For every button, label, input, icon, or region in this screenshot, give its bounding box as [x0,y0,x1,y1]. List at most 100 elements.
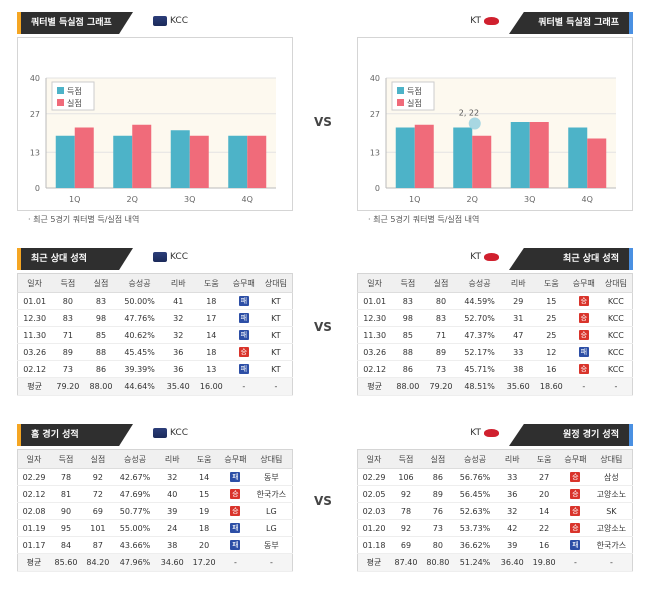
bar [568,127,588,188]
column-header: 일자 [17,449,51,469]
bar [395,127,415,188]
y-tick-label: 13 [370,148,380,157]
table-row: 03.26 89 88 45.45% 36 18 승 KT [17,343,293,361]
legend-label: 득점 [67,86,82,96]
y-tick-label: 40 [370,74,380,83]
average-row: 평균 85.60 84.20 47.96% 34.60 17.20- - [17,553,293,572]
chart-note: · 최근 5경기 쿼터별 득/실점 내역 [368,215,480,224]
table-cell: 02.05 [357,485,391,503]
section-header: 쿼터별 득실점 그래프 KCC [17,12,293,34]
y-tick-label: 13 [30,148,40,157]
bar [74,127,94,188]
table-cell: 45.45% [117,343,162,361]
panel-chart-kcc: 쿼터별 득실점 그래프 KCC 0 13 27 40 1Q 2Q 3Q 4Q 득점 실점 · 최근… [17,12,293,224]
section-title: 원정 경기 성적 [509,424,633,446]
vs-label: VS [314,494,332,508]
table-cell: 80 [421,536,454,554]
table-cell: 18 [194,292,228,310]
table-row: 01.20 92 73 53.73% 42 22 승 고양소노 [357,519,633,537]
average-row: 평균 88.00 79.20 48.51% 35.60 18.60- - [357,377,633,396]
table-cell: 51.24% [453,553,497,572]
table-cell: 45.71% [457,360,502,378]
table-cell: 98 [84,309,118,327]
table-cell: 32 [161,326,195,344]
table-row: 02.03 78 76 52.63% 32 14 승 SK [357,502,633,520]
table-cell: 17 [194,309,228,327]
table-cell: 71 [424,326,458,344]
table-cell: 47.37% [457,326,502,344]
column-header: 승무패 [220,449,251,469]
table-header-row: 일자 득점 실점 승성공 리바 도움 승무패 상대팀 [357,449,633,469]
table-cell: 78 [50,468,82,486]
table-cell: 한국가스 [590,536,633,554]
table-cell: - [220,553,251,572]
team-name: KCC [170,252,188,262]
section-header: KT 원정 경기 성적 [357,424,633,446]
table-cell: 89 [421,485,454,503]
table-cell: 92 [390,519,422,537]
column-header: 실점 [84,273,118,293]
table-cell: 40 [156,485,189,503]
bar [453,127,473,188]
result-cell: 패 [220,536,251,554]
table-cell: 32 [496,502,529,520]
table-cell: 20 [528,485,561,503]
column-header: 득점 [391,273,425,293]
table-cell: 19 [188,502,221,520]
result-badge: 승 [570,523,581,533]
result-cell: 승 [220,485,251,503]
result-badge: 패 [230,540,241,550]
bar [472,135,492,188]
column-header: 승무패 [227,273,260,293]
column-header: 승성공 [457,273,502,293]
table-cell: 86 [421,468,454,486]
column-header: 실점 [81,449,114,469]
column-header: 득점 [50,449,82,469]
table-cell: 22 [528,519,561,537]
table-cell: 69 [390,536,422,554]
table-cell: 20 [188,536,221,554]
table-cell: SK [590,502,633,520]
table-cell: KT [259,360,293,378]
table-cell: 01.17 [17,536,51,554]
table-cell: 12 [534,343,568,361]
result-cell: 승 [567,360,600,378]
result-cell: 패 [227,309,260,327]
chart-container: 0 13 27 40 1Q 2Q 3Q 4Q 득점 실점 · 최근 5경기 쿼터별 득/실점 내역 [17,37,293,224]
x-tick-label: 4Q [582,195,593,204]
table-cell: 44.64% [117,377,162,396]
table-cell: KCC [599,343,633,361]
table-cell: 25 [534,326,568,344]
table-cell: 39 [496,536,529,554]
table-cell: 85 [84,326,118,344]
table-cell: 47.69% [113,485,157,503]
table-cell: 89 [51,343,85,361]
kt-logo-icon [484,429,499,437]
table-cell: 40.62% [117,326,162,344]
table-cell: 35.40 [161,377,195,396]
table-row: 02.29 106 86 56.76% 33 27 승 삼성 [357,468,633,486]
table-cell: 83 [424,309,458,327]
column-header: 득점 [390,449,422,469]
team-label: KT [470,252,499,262]
table-cell: 92 [390,485,422,503]
table-cell: 17.20 [188,553,221,572]
table-cell: 39.39% [117,360,162,378]
table-cell: 52.63% [453,502,497,520]
section-title: 최근 상대 성적 [509,248,633,270]
table-cell: 24 [156,519,189,537]
table-cell: 78 [390,502,422,520]
table-cell: 48.51% [457,377,502,396]
table-cell: 02.03 [357,502,391,520]
table-cell: 31 [501,309,535,327]
panel-chart-kt: KT 쿼터별 득실점 그래프 0 13 27 40 1Q 2Q 3Q 4Q 득점 실점 2, 22 … [357,12,633,224]
column-header: 승무패 [567,273,600,293]
result-badge: 승 [578,364,589,374]
table-cell: 56.76% [453,468,497,486]
table-cell: 29 [501,292,535,310]
result-badge: 패 [578,347,589,357]
table-cell: 80.80 [421,553,454,572]
table-cell: 84 [50,536,82,554]
legend-swatch [397,99,404,106]
bar [170,130,190,188]
